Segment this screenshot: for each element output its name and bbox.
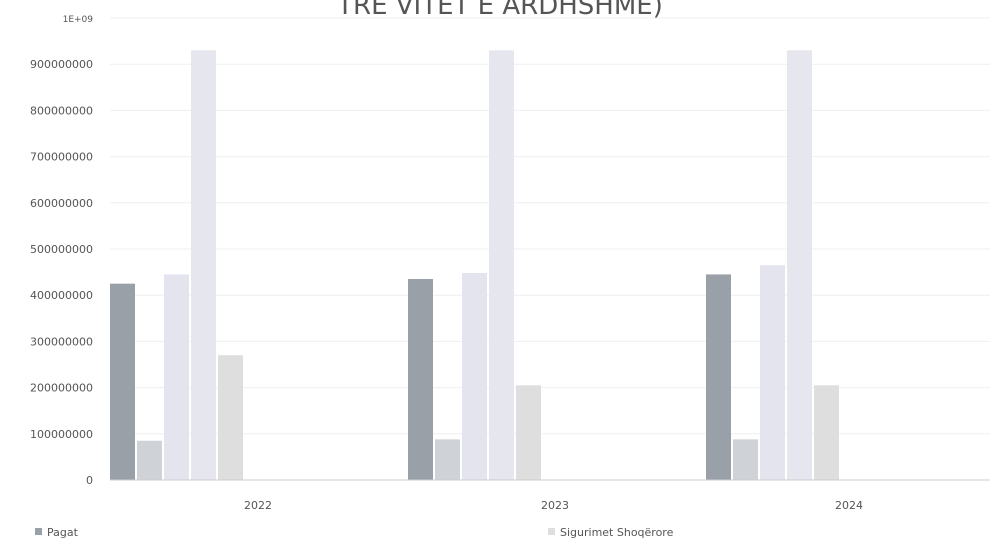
bar bbox=[516, 385, 541, 480]
y-tick-label: 0 bbox=[86, 474, 93, 487]
bar bbox=[706, 274, 731, 480]
y-tick-label: 600000000 bbox=[30, 197, 93, 210]
y-tick-label: 700000000 bbox=[30, 151, 93, 164]
bar bbox=[191, 50, 216, 481]
x-tick-label: 2022 bbox=[244, 499, 272, 512]
legend-swatch bbox=[35, 528, 42, 535]
bar bbox=[218, 355, 243, 480]
y-tick-label: 800000000 bbox=[30, 104, 93, 117]
bar bbox=[164, 274, 189, 480]
y-tick-label: 400000000 bbox=[30, 289, 93, 302]
legend-label: Sigurimet Shoqërore bbox=[560, 526, 674, 539]
y-tick-label: 500000000 bbox=[30, 243, 93, 256]
y-tick-label: 1E+09 bbox=[63, 15, 94, 25]
legend-swatch bbox=[548, 528, 555, 535]
bar bbox=[408, 279, 433, 480]
x-axis-ticks: 2022 2023 2024 bbox=[244, 499, 863, 512]
x-tick-label: 2023 bbox=[541, 499, 569, 512]
chart-title: TRE VITET E ARDHSHME) bbox=[336, 0, 663, 21]
legend: Pagat Sigurimet Shoqërore bbox=[35, 526, 674, 539]
y-tick-label: 100000000 bbox=[30, 428, 93, 441]
y-axis-ticks: 0 100000000 200000000 300000000 400000000 500… bbox=[30, 15, 93, 487]
gridlines bbox=[110, 17, 990, 435]
bar bbox=[787, 50, 812, 481]
y-tick-label: 200000000 bbox=[30, 382, 93, 395]
legend-label: Pagat bbox=[47, 526, 79, 539]
bar bbox=[733, 439, 758, 480]
y-tick-label: 900000000 bbox=[30, 58, 93, 71]
x-tick-label: 2024 bbox=[835, 499, 863, 512]
y-tick-label: 300000000 bbox=[30, 335, 93, 348]
bar bbox=[110, 283, 135, 480]
bar bbox=[814, 385, 839, 480]
bar bbox=[760, 265, 785, 480]
bar bbox=[435, 439, 460, 480]
bar bbox=[489, 50, 514, 481]
bar bbox=[462, 273, 487, 480]
bars bbox=[110, 50, 990, 481]
bar bbox=[137, 440, 162, 480]
